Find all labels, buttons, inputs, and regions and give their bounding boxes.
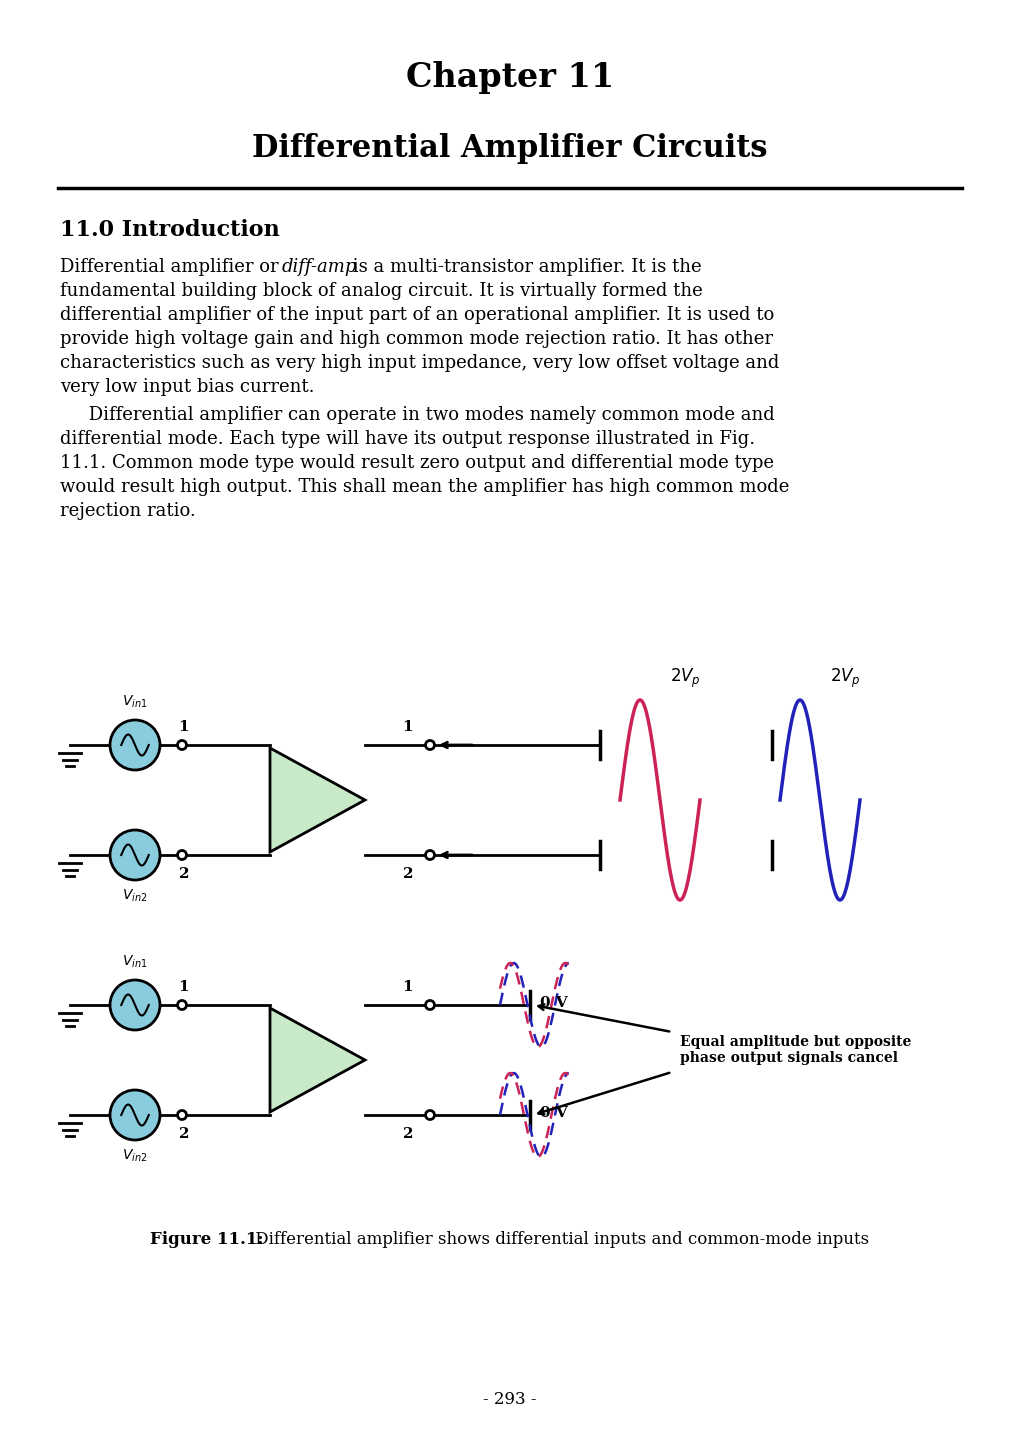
Text: 2: 2 bbox=[403, 867, 413, 882]
Text: 1: 1 bbox=[178, 980, 190, 994]
Text: differential mode. Each type will have its output response illustrated in Fig.: differential mode. Each type will have i… bbox=[60, 430, 754, 447]
Text: Figure 11.1:: Figure 11.1: bbox=[150, 1231, 263, 1248]
Circle shape bbox=[177, 740, 186, 749]
Text: 0 V: 0 V bbox=[539, 1105, 568, 1120]
Text: differential amplifier of the input part of an operational amplifier. It is used: differential amplifier of the input part… bbox=[60, 306, 773, 325]
Text: $V_{in1}$: $V_{in1}$ bbox=[122, 954, 148, 970]
Polygon shape bbox=[270, 747, 365, 851]
Circle shape bbox=[110, 830, 160, 880]
Text: 2: 2 bbox=[178, 1127, 190, 1141]
Text: $V_{in1}$: $V_{in1}$ bbox=[122, 694, 148, 710]
Circle shape bbox=[425, 850, 434, 860]
Text: characteristics such as very high input impedance, very low offset voltage and: characteristics such as very high input … bbox=[60, 354, 779, 372]
Text: $2V_p$: $2V_p$ bbox=[829, 667, 860, 690]
Text: 1: 1 bbox=[178, 720, 190, 734]
Circle shape bbox=[177, 1000, 186, 1010]
Circle shape bbox=[425, 1000, 434, 1010]
Text: fundamental building block of analog circuit. It is virtually formed the: fundamental building block of analog cir… bbox=[60, 281, 702, 300]
Text: rejection ratio.: rejection ratio. bbox=[60, 502, 196, 519]
Text: 2: 2 bbox=[403, 1127, 413, 1141]
Text: 1: 1 bbox=[403, 980, 413, 994]
Text: $2V_p$: $2V_p$ bbox=[669, 667, 700, 690]
Text: diff-amp: diff-amp bbox=[281, 258, 357, 276]
Text: 2: 2 bbox=[178, 867, 190, 882]
Text: provide high voltage gain and high common mode rejection ratio. It has other: provide high voltage gain and high commo… bbox=[60, 330, 772, 348]
Text: - 293 -: - 293 - bbox=[483, 1391, 536, 1408]
Circle shape bbox=[177, 850, 186, 860]
Text: Equal amplitude but opposite
phase output signals cancel: Equal amplitude but opposite phase outpu… bbox=[680, 1035, 911, 1065]
Text: 0 V: 0 V bbox=[539, 996, 568, 1010]
Text: Chapter 11: Chapter 11 bbox=[406, 62, 613, 94]
Circle shape bbox=[110, 980, 160, 1030]
Text: Differential amplifier can operate in two modes namely common mode and: Differential amplifier can operate in tw… bbox=[60, 405, 774, 424]
Text: $V_{in2}$: $V_{in2}$ bbox=[122, 1149, 148, 1165]
Circle shape bbox=[110, 1089, 160, 1140]
Text: Differential Amplifier Circuits: Differential Amplifier Circuits bbox=[252, 133, 767, 163]
Circle shape bbox=[425, 740, 434, 749]
Polygon shape bbox=[270, 1009, 365, 1113]
Text: $V_{in2}$: $V_{in2}$ bbox=[122, 887, 148, 905]
Text: 11.0 Introduction: 11.0 Introduction bbox=[60, 219, 279, 241]
Text: Differential amplifier or: Differential amplifier or bbox=[60, 258, 284, 276]
Text: would result high output. This shall mean the amplifier has high common mode: would result high output. This shall mea… bbox=[60, 478, 789, 496]
Circle shape bbox=[110, 720, 160, 771]
Text: 11.1. Common mode type would result zero output and differential mode type: 11.1. Common mode type would result zero… bbox=[60, 455, 773, 472]
Circle shape bbox=[177, 1111, 186, 1120]
Circle shape bbox=[425, 1111, 434, 1120]
Text: very low input bias current.: very low input bias current. bbox=[60, 378, 314, 395]
Text: is a multi-transistor amplifier. It is the: is a multi-transistor amplifier. It is t… bbox=[346, 258, 701, 276]
Text: Differential amplifier shows differential inputs and common-mode inputs: Differential amplifier shows differentia… bbox=[250, 1231, 868, 1248]
Text: 1: 1 bbox=[403, 720, 413, 734]
